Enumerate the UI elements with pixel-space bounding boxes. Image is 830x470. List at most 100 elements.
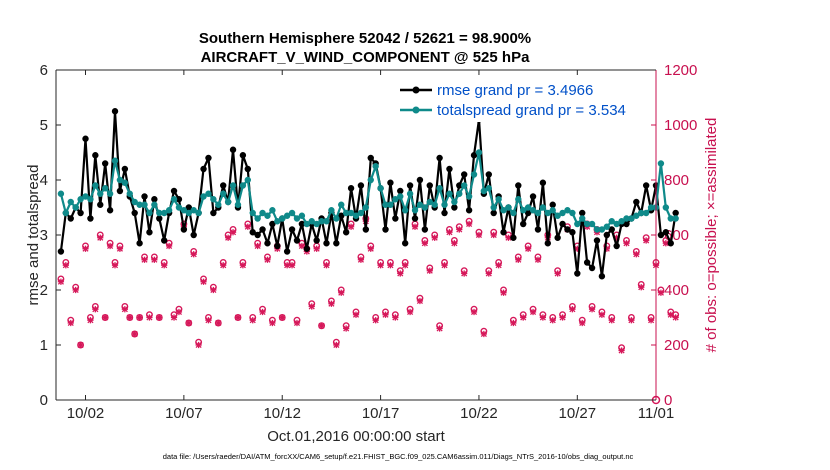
series-point-rmse bbox=[524, 209, 532, 217]
obs-assimilated-point bbox=[559, 314, 566, 321]
series-point-totalspread bbox=[490, 204, 497, 211]
obs-assimilated-point bbox=[421, 240, 428, 247]
series-point-rmse bbox=[367, 154, 374, 162]
obs-assimilated-point bbox=[416, 297, 424, 305]
series-point-totalspread bbox=[579, 215, 586, 222]
obs-assimilated-point bbox=[225, 234, 232, 241]
series-point-totalspread bbox=[564, 207, 571, 214]
obs-assimilated-point bbox=[215, 319, 222, 327]
lines-layer bbox=[57, 108, 679, 280]
obs-assimilated-point bbox=[111, 262, 119, 269]
series-point-totalspread bbox=[234, 201, 242, 208]
series-point-totalspread bbox=[156, 209, 163, 217]
x-tick-label: 10/02 bbox=[67, 405, 105, 422]
obs-assimilated-point bbox=[510, 319, 517, 327]
obs-assimilated-point bbox=[603, 245, 610, 252]
obs-assimilated-point bbox=[485, 270, 492, 277]
series-point-rmse bbox=[249, 229, 256, 236]
obs-assimilated-point bbox=[495, 262, 502, 269]
y-tick-label-right: 1200 bbox=[664, 62, 697, 79]
series-point-rmse bbox=[583, 259, 591, 266]
series-point-rmse bbox=[446, 165, 453, 173]
x-tick-label: 10/07 bbox=[165, 405, 203, 422]
y-tick-label-right: 1000 bbox=[664, 117, 697, 134]
legend-label-totalspread: totalspread grand pr = 3.534 bbox=[437, 102, 626, 119]
series-point-rmse bbox=[269, 220, 276, 228]
obs-assimilated-point bbox=[318, 322, 325, 329]
series-point-rmse bbox=[293, 237, 301, 244]
obs-assimilated-point bbox=[500, 289, 507, 296]
series-point-totalspread bbox=[136, 201, 143, 208]
obs-assimilated-point bbox=[647, 317, 655, 324]
x-tick-label: 10/27 bbox=[559, 405, 597, 422]
series-point-rmse bbox=[106, 207, 114, 214]
series-point-totalspread bbox=[313, 220, 320, 228]
series-point-totalspread bbox=[401, 207, 409, 214]
obs-assimilated-point bbox=[436, 325, 443, 332]
obs-assimilated-point bbox=[97, 234, 104, 241]
series-point-totalspread bbox=[229, 182, 237, 189]
series-point-rmse bbox=[82, 135, 89, 142]
series-point-totalspread bbox=[244, 176, 252, 184]
series-point-rmse bbox=[244, 165, 252, 173]
obs-assimilated-point bbox=[328, 300, 335, 307]
series-point-rmse bbox=[608, 226, 615, 233]
series-point-totalspread bbox=[475, 149, 483, 156]
series-point-rmse bbox=[111, 108, 119, 115]
series-point-rmse bbox=[598, 273, 606, 280]
series-point-totalspread bbox=[416, 201, 424, 208]
series-point-totalspread bbox=[293, 215, 301, 222]
obs-assimilated-point bbox=[446, 229, 453, 236]
series-point-totalspread bbox=[87, 196, 94, 203]
series-point-totalspread bbox=[77, 196, 84, 203]
obs-assimilated-point bbox=[131, 330, 138, 338]
obs-assimilated-point bbox=[254, 242, 261, 250]
series-point-totalspread bbox=[446, 190, 453, 197]
obs-assimilated-point bbox=[77, 341, 84, 349]
obs-assimilated-point bbox=[470, 308, 478, 316]
series-point-rmse bbox=[229, 146, 237, 153]
series-point-totalspread bbox=[441, 201, 448, 208]
obs-assimilated-point bbox=[623, 240, 630, 247]
series-point-totalspread bbox=[574, 220, 581, 228]
series-point-rmse bbox=[574, 270, 581, 277]
obs-assimilated-point bbox=[382, 311, 389, 318]
obs-assimilated-point bbox=[116, 245, 124, 252]
obs-assimilated-point bbox=[106, 242, 114, 250]
series-point-rmse bbox=[342, 229, 350, 236]
y-tick-label-right: 0 bbox=[664, 392, 672, 409]
y-tick-label-right: 200 bbox=[664, 337, 689, 354]
series-point-totalspread bbox=[338, 201, 345, 208]
series-point-rmse bbox=[465, 207, 473, 214]
series-point-rmse bbox=[451, 204, 458, 211]
legend-label-rmse: rmse grand pr = 3.4966 bbox=[437, 82, 593, 99]
series-point-totalspread bbox=[131, 198, 138, 206]
obs-assimilated-point bbox=[205, 317, 212, 324]
series-point-rmse bbox=[254, 231, 261, 239]
obs-assimilated-point bbox=[554, 270, 561, 277]
series-point-totalspread bbox=[642, 209, 650, 217]
series-point-totalspread bbox=[342, 209, 350, 217]
obs-assimilated-point bbox=[185, 319, 192, 327]
series-point-totalspread bbox=[254, 215, 261, 222]
obs-assimilated-point bbox=[534, 256, 542, 263]
series-point-totalspread bbox=[544, 209, 552, 217]
x-tick-label: 10/22 bbox=[460, 405, 498, 422]
series-point-rmse bbox=[436, 154, 443, 162]
series-point-totalspread bbox=[352, 212, 360, 219]
series-point-totalspread bbox=[106, 190, 114, 197]
series-point-totalspread bbox=[269, 207, 276, 214]
series-point-totalspread bbox=[57, 190, 65, 197]
obs-assimilated-point bbox=[574, 245, 581, 252]
series-point-totalspread bbox=[569, 209, 576, 217]
series-point-rmse bbox=[136, 240, 143, 247]
series-point-totalspread bbox=[121, 179, 129, 186]
series-point-totalspread bbox=[362, 204, 370, 211]
series-point-totalspread bbox=[97, 190, 104, 197]
legend-marker-rmse bbox=[412, 86, 420, 94]
obs-assimilated-point bbox=[672, 314, 679, 321]
series-point-totalspread bbox=[510, 209, 517, 217]
series-point-rmse bbox=[205, 154, 212, 162]
series-point-rmse bbox=[175, 196, 183, 203]
